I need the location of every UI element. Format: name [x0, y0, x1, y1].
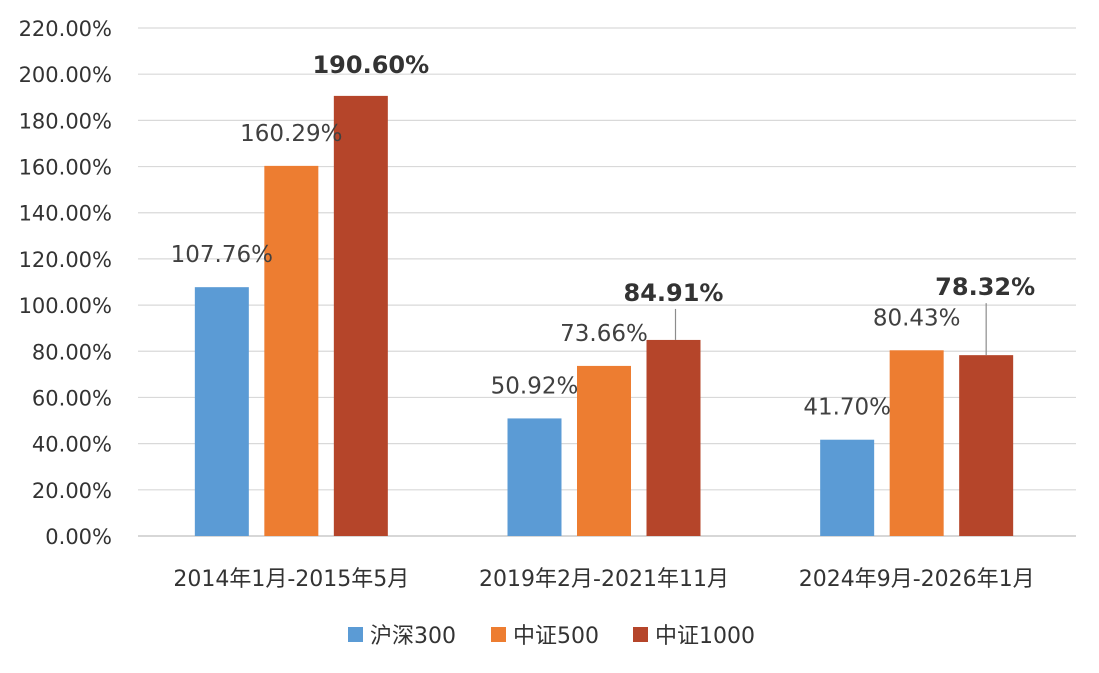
data-label: 107.76%: [171, 242, 273, 268]
x-category-label: 2024年9月-2026年1月: [799, 567, 1035, 592]
y-tick-label: 60.00%: [32, 386, 112, 410]
x-category-label: 2019年2月-2021年11月: [479, 567, 729, 592]
legend-swatch: [491, 627, 506, 642]
y-tick-label: 200.00%: [19, 63, 112, 87]
y-tick-label: 0.00%: [45, 525, 112, 549]
bar: [959, 355, 1014, 536]
y-tick-label: 80.00%: [32, 340, 112, 364]
data-label: 84.91%: [624, 279, 724, 307]
bar: [889, 350, 944, 536]
bars: [194, 95, 1014, 537]
data-label: 73.66%: [560, 321, 648, 347]
y-tick-label: 100.00%: [19, 294, 112, 318]
data-labels: 107.76% 160.29% 190.60% 50.92% 73.66% 84.91% 4…: [171, 51, 1035, 421]
data-label: 50.92%: [491, 373, 579, 399]
bar: [264, 165, 319, 536]
bar: [333, 95, 388, 537]
data-label: 80.43%: [873, 305, 961, 331]
y-tick-label: 40.00%: [32, 433, 112, 457]
legend: 沪深300 中证500 中证1000: [348, 624, 755, 649]
x-category-label: 2014年1月-2015年5月: [173, 567, 409, 592]
legend-label: 沪深300: [370, 624, 456, 649]
x-axis: 2014年1月-2015年5月 2019年2月-2021年11月 2024年9月-2…: [173, 567, 1034, 592]
y-tick-label: 120.00%: [19, 248, 112, 272]
bar: [646, 339, 701, 536]
data-label: 160.29%: [240, 121, 342, 147]
data-label: 41.70%: [803, 395, 891, 421]
legend-swatch: [348, 627, 363, 642]
y-tick-label: 220.00%: [19, 17, 112, 41]
y-axis: 0.00% 20.00% 40.00% 60.00% 80.00% 100.00% 120.…: [19, 17, 112, 549]
legend-swatch: [633, 627, 648, 642]
legend-label: 中证500: [513, 624, 599, 649]
bar: [820, 439, 875, 536]
y-tick-label: 140.00%: [19, 202, 112, 226]
y-tick-label: 160.00%: [19, 156, 112, 180]
bar: [194, 287, 249, 536]
y-tick-label: 180.00%: [19, 109, 112, 133]
bar: [577, 365, 631, 536]
bar: [507, 418, 562, 536]
legend-label: 中证1000: [655, 624, 755, 649]
data-label: 78.32%: [935, 273, 1035, 301]
y-tick-label: 20.00%: [32, 479, 112, 503]
data-label: 190.60%: [312, 51, 429, 79]
